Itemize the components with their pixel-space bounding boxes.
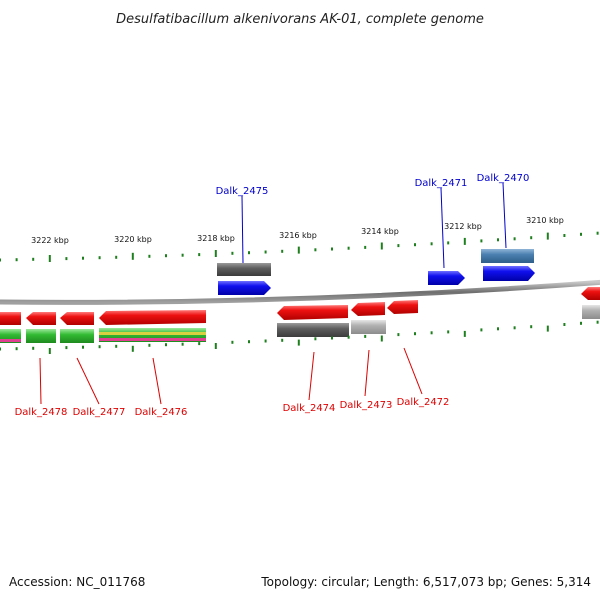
connector-dalk2473 — [364, 349, 370, 397]
gene-stripe-pink-dalk2476 — [99, 338, 206, 341]
forward-gene-connectors — [241, 182, 507, 269]
scale-label-3210: 3210 kbp — [526, 216, 564, 225]
gene-arrow-red-offscreen[interactable] — [581, 287, 600, 300]
gene-bar-gray-dalk2475[interactable] — [217, 263, 271, 276]
scale-label-3220: 3220 kbp — [114, 235, 152, 244]
gene-bar-green-dalk2477a[interactable] — [26, 329, 56, 343]
gene-arrow-red-dalk2477a[interactable] — [26, 312, 56, 325]
connector-dalk2476 — [152, 357, 162, 405]
gene-label-dalk2472[interactable]: Dalk_2472 — [397, 397, 450, 408]
connector-dalk2471 — [440, 187, 445, 269]
gene-arrow-red-dalk2472[interactable] — [387, 300, 418, 314]
accession-text: Accession: NC_011768 — [9, 575, 145, 589]
upper-scale-track — [0, 231, 599, 262]
connector-dalk2472 — [403, 347, 423, 395]
reverse-gene-labels: Dalk_2478 Dalk_2477 Dalk_2476 Dalk_2474 … — [15, 397, 450, 418]
forward-gene-labels: Dalk_2475 Dalk_2471 Dalk_2470 — [216, 173, 530, 197]
gene-label-dalk2475[interactable]: Dalk_2475 — [216, 186, 269, 197]
gene-arrow-red-dalk2477[interactable] — [60, 312, 94, 325]
gene-bar-gray-dalk2474[interactable] — [277, 323, 349, 337]
gene-arrow-red-dalk2476[interactable] — [99, 310, 206, 325]
scale-label-3218: 3218 kbp — [197, 234, 235, 243]
gene-arrow-blue-dalk2470[interactable] — [483, 266, 535, 281]
gene-arrow-blue-dalk2471[interactable] — [428, 271, 465, 285]
connector-dalk2474 — [308, 351, 315, 401]
scale-label-3212: 3212 kbp — [444, 222, 482, 231]
scale-label-3222: 3222 kbp — [31, 236, 69, 245]
connector-dalk2475 — [241, 195, 244, 264]
gene-arrow-red-dalk2474[interactable] — [277, 305, 348, 320]
connector-dalk2477 — [76, 357, 100, 405]
gene-arrow-blue-dalk2475[interactable] — [218, 281, 271, 295]
gene-bar-steel-dalk2470[interactable] — [481, 249, 534, 263]
gene-arrow-red-dalk2478[interactable] — [0, 312, 21, 325]
gene-label-dalk2476[interactable]: Dalk_2476 — [135, 407, 188, 418]
connector-dalk2470 — [502, 182, 507, 249]
genome-title: Desulfatibacillum alkenivorans AK-01, co… — [116, 12, 484, 27]
gene-arrow-red-dalk2473[interactable] — [351, 302, 385, 316]
lower-scale-track — [0, 320, 599, 354]
gene-label-dalk2474[interactable]: Dalk_2474 — [283, 403, 336, 414]
gene-label-dalk2478[interactable]: Dalk_2478 — [15, 407, 68, 418]
gene-label-dalk2477[interactable]: Dalk_2477 — [73, 407, 126, 418]
connector-dalk2478 — [39, 357, 42, 405]
gene-bar-lightgray-dalk2473[interactable] — [351, 320, 386, 334]
gene-label-dalk2473[interactable]: Dalk_2473 — [340, 400, 393, 411]
genome-backbone — [0, 279, 600, 305]
gene-label-dalk2470[interactable]: Dalk_2470 — [477, 173, 530, 184]
reverse-gene-connectors — [39, 347, 423, 405]
genome-stats-text: Topology: circular; Length: 6,517,073 bp… — [260, 575, 591, 589]
reverse-strand-genes — [0, 287, 600, 343]
gene-bar-green-dalk2477[interactable] — [60, 329, 94, 343]
scale-label-3214: 3214 kbp — [361, 227, 399, 236]
scale-labels: 3222 kbp 3220 kbp 3218 kbp 3216 kbp 3214… — [31, 216, 564, 245]
forward-strand-genes — [217, 249, 535, 295]
gene-label-dalk2471[interactable]: Dalk_2471 — [415, 178, 468, 189]
gene-bar-lightgray-offscreen[interactable] — [582, 305, 600, 319]
gene-stripe-yellow-dalk2476 — [99, 332, 206, 335]
scale-label-3216: 3216 kbp — [279, 231, 317, 240]
gene-stripe-pink-dalk2478 — [0, 339, 21, 342]
